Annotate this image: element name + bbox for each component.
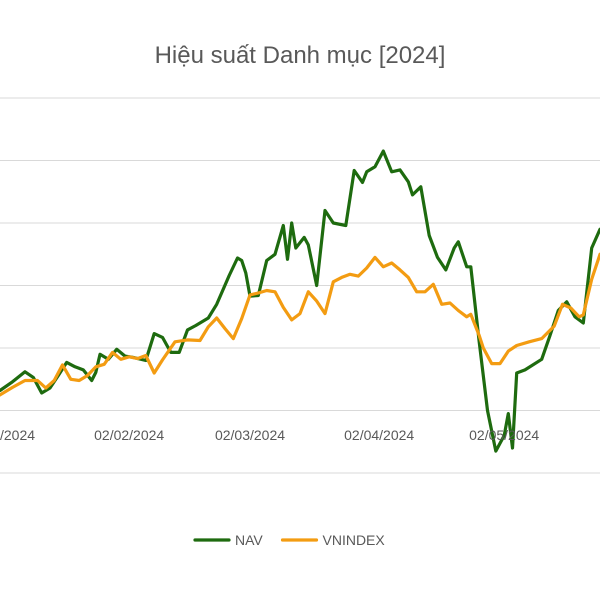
legend-label-nav: NAV — [235, 532, 263, 548]
series-line-vnindex — [0, 252, 600, 397]
x-tick-label: 02/01/2024 — [0, 427, 35, 443]
series-layer — [0, 149, 600, 453]
x-tick-label: 02/03/2024 — [215, 427, 285, 443]
series-line-nav — [0, 149, 600, 453]
x-tick-label: 02/04/2024 — [344, 427, 414, 443]
x-tick-label: 02/05/2024 — [469, 427, 539, 443]
tick-layer: 02/01/2024 02/02/2024 02/03/2024 02/04/2024… — [0, 427, 539, 443]
legend-label-vnindex: VNINDEX — [323, 532, 386, 548]
x-tick-label: 02/02/2024 — [94, 427, 164, 443]
grid-layer — [0, 97, 600, 474]
legend-layer: NAV VNINDEX — [193, 532, 386, 548]
chart-title: Hiệu suất Danh mục [2024] — [154, 42, 446, 69]
